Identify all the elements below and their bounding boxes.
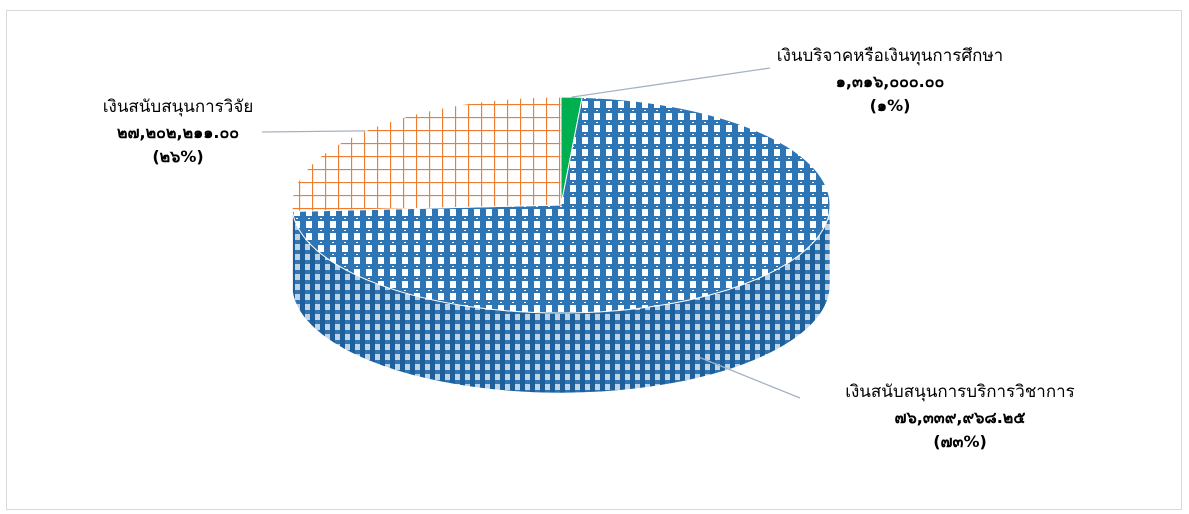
data-label-name: เงินสนับสนุนการวิจัย [102,97,254,117]
leader-line-academic-service [699,356,801,399]
data-label-value: ๑,๓๑๖,๐๐๐.๐๐ [835,71,945,91]
data-label-percent: (๒๖%) [152,146,204,166]
data-label-percent: (๗๓%) [933,431,987,451]
leader-lines [261,67,801,399]
data-label-value: ๒๗,๒๐๒,๒๑๑.๐๐ [116,122,240,142]
pie-slice-research [291,96,562,212]
leader-line-donation [571,67,771,98]
data-label-research: เงินสนับสนุนการวิจัย ๒๗,๒๐๒,๒๑๑.๐๐ (๒๖%) [68,95,288,169]
data-label-academic-service: เงินสนับสนุนการบริการวิชาการ ๗๖,๓๓๙,๙๖๘.… [790,380,1130,454]
data-label-name: เงินสนับสนุนการบริการวิชาการ [845,382,1075,402]
data-label-name: เงินบริจาคหรือเงินทุนการศึกษา [776,46,1004,66]
data-label-donation: เงินบริจาคหรือเงินทุนการศึกษา ๑,๓๑๖,๐๐๐.… [745,44,1035,118]
data-label-value: ๗๖,๓๓๙,๙๖๘.๒๕ [894,407,1026,427]
data-label-percent: (๑%) [869,95,911,115]
leader-line-research [261,130,366,133]
pie-top [291,96,831,314]
